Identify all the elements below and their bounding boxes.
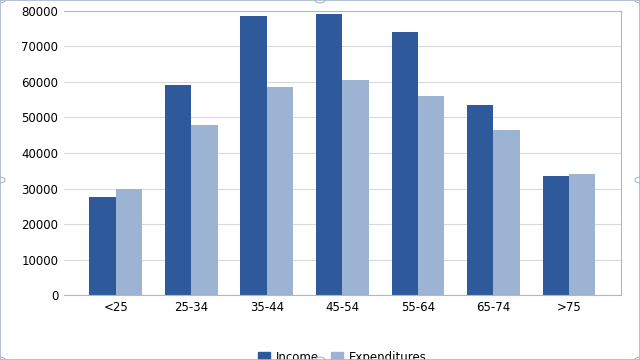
Bar — [116, 189, 142, 295]
Bar — [191, 125, 218, 295]
Bar — [493, 130, 520, 295]
Bar — [165, 85, 191, 295]
Bar — [569, 174, 595, 295]
Bar — [267, 87, 293, 295]
Bar — [241, 16, 267, 295]
Bar — [467, 105, 493, 295]
Bar — [392, 32, 418, 295]
Bar — [342, 80, 369, 295]
Bar — [543, 176, 569, 295]
Bar — [418, 96, 444, 295]
Bar — [90, 197, 116, 295]
Legend: Income, Expenditures: Income, Expenditures — [253, 346, 431, 360]
Bar — [316, 14, 342, 295]
